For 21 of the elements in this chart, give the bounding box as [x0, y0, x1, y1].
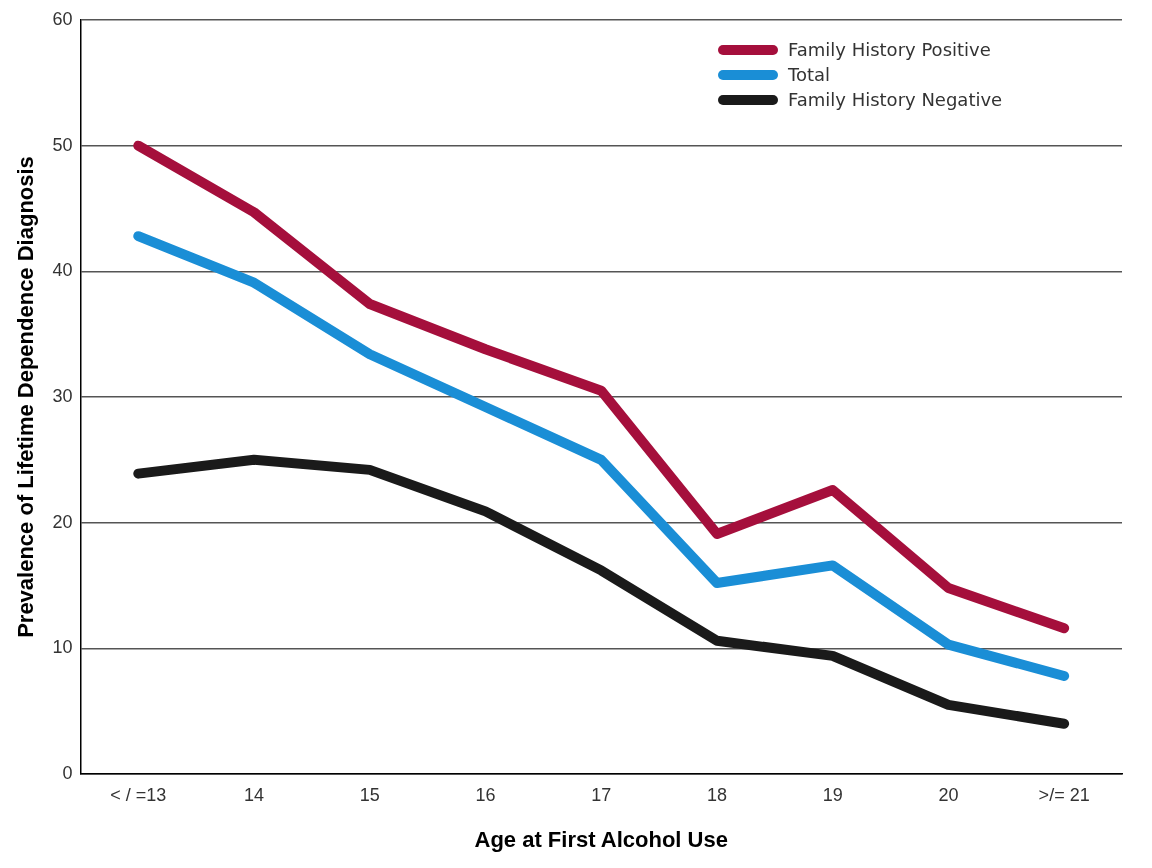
- x-tick-label: 15: [359, 784, 380, 805]
- y-tick-label: 0: [62, 762, 73, 783]
- legend-label: Family History Negative: [788, 89, 1003, 110]
- y-axis-title: Prevalence of Lifetime Dependence Diagnosis: [13, 156, 39, 638]
- x-axis-title: Age at First Alcohol Use: [474, 826, 728, 852]
- y-tick-label: 30: [52, 385, 73, 406]
- y-tick-label: 10: [52, 637, 73, 658]
- y-tick-label: 40: [52, 260, 73, 281]
- x-tick-label: 14: [244, 784, 265, 805]
- y-tick-label: 60: [52, 8, 73, 29]
- x-tick-label: 18: [706, 784, 727, 805]
- x-tick-label: 19: [822, 784, 843, 805]
- x-tick-label: 16: [475, 784, 496, 805]
- legend-label: Family History Positive: [788, 39, 991, 60]
- y-tick-label: 50: [52, 134, 73, 155]
- x-tick-label: 20: [938, 784, 959, 805]
- x-tick-label: 17: [591, 784, 612, 805]
- x-tick-label: < / =13: [110, 784, 167, 805]
- y-tick-label: 20: [52, 511, 73, 532]
- legend-label: Total: [788, 64, 831, 85]
- x-tick-label: >/= 21: [1038, 784, 1090, 805]
